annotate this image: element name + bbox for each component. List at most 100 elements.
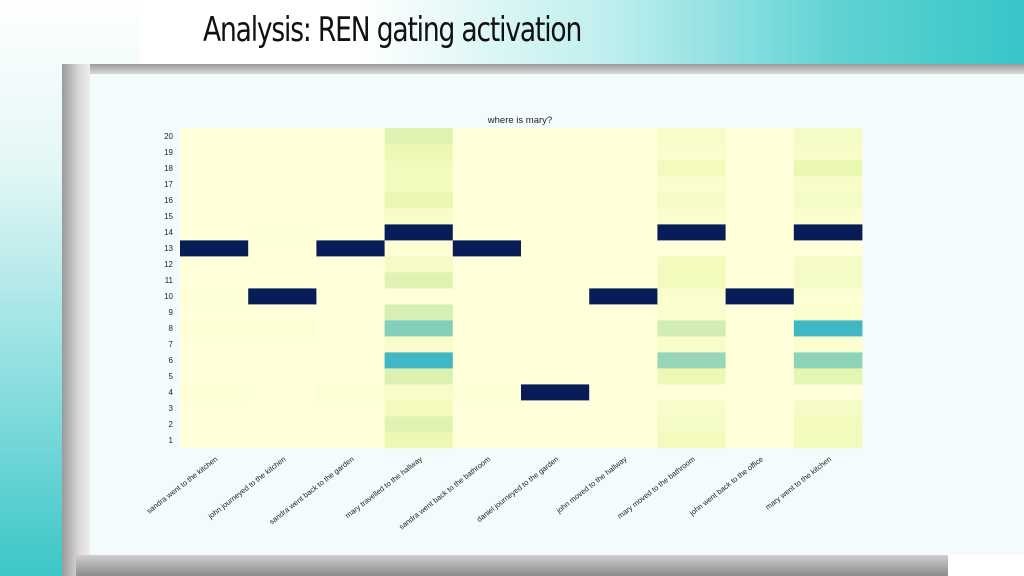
- heatmap-cell-r6-c7: [589, 352, 658, 369]
- heatmap-cell-r17-c8: [657, 176, 726, 193]
- heatmap-cell-r4-c8: [657, 384, 726, 401]
- heatmap-cell-r17-c6: [521, 176, 590, 193]
- heatmap-cell-r14-c1: [180, 224, 249, 241]
- heatmap-cell-r12-c5: [452, 256, 522, 273]
- heatmap-cell-r1-c3: [316, 432, 385, 449]
- heatmap-cell-r17-c2: [248, 176, 317, 193]
- heatmap-cell-r9-c4: [384, 304, 454, 321]
- heatmap-cell-r12-c1: [180, 256, 249, 273]
- heatmap-cell-r14-c3: [316, 224, 385, 241]
- heatmap-cell-r15-c1: [180, 208, 249, 225]
- heatmap-cell-r18-c1: [180, 160, 249, 177]
- heatmap-cell-r15-c2: [248, 208, 317, 225]
- heatmap-cell-r18-c3: [316, 160, 385, 177]
- heatmap-cell-r15-c6: [521, 208, 590, 225]
- heatmap-cell-r11-c5: [452, 272, 522, 289]
- heatmap-cell-r2-c4: [384, 416, 454, 433]
- heatmap-cell-r10-c1: [180, 288, 249, 305]
- heatmap-cell-r20-c1: [180, 128, 249, 145]
- heatmap-cell-r19-c9: [725, 144, 795, 161]
- heatmap-cell-r3-c7: [589, 400, 658, 417]
- heatmap-cell-r10-c7: [589, 288, 658, 305]
- heatmap-cell-r9-c5: [452, 304, 522, 321]
- heatmap-cell-r3-c6: [521, 400, 590, 417]
- heatmap-cell-r10-c4: [384, 288, 454, 305]
- background-top-gradient: [0, 0, 1024, 66]
- heatmap-cell-r17-c7: [589, 176, 658, 193]
- heatmap-cell-r2-c6: [521, 416, 590, 433]
- y-tick-label: 15: [164, 212, 173, 221]
- heatmap-cell-r17-c4: [384, 176, 454, 193]
- heatmap-cell-r5-c8: [657, 368, 726, 385]
- heatmap-cell-r16-c2: [248, 192, 317, 209]
- heatmap-cell-r1-c1: [180, 432, 249, 449]
- heatmap-cell-r20-c10: [793, 128, 863, 145]
- heatmap-cell-r14-c2: [248, 224, 317, 241]
- heatmap-cell-r4-c3: [316, 384, 385, 401]
- heatmap-cell-r2-c1: [180, 416, 249, 433]
- heatmap-cell-r9-c10: [793, 304, 863, 321]
- heatmap-cell-r20-c3: [316, 128, 385, 145]
- heatmap-cell-r3-c4: [384, 400, 454, 417]
- heatmap-cell-r2-c3: [316, 416, 385, 433]
- heatmap-cell-r16-c4: [384, 192, 454, 209]
- y-tick-label: 2: [169, 420, 174, 429]
- heatmap-cell-r3-c8: [657, 400, 726, 417]
- heatmap-cell-r7-c7: [589, 336, 658, 353]
- heatmap-cell-r20-c6: [521, 128, 590, 145]
- heatmap-cell-r16-c10: [793, 192, 863, 209]
- y-tick-label: 6: [169, 356, 174, 365]
- heatmap-cell-r1-c5: [452, 432, 522, 449]
- heatmap-cell-r8-c2: [248, 320, 317, 337]
- heatmap-cell-r6-c10: [793, 352, 863, 369]
- heatmap-cell-r7-c4: [384, 336, 454, 353]
- y-tick-label: 19: [164, 148, 173, 157]
- heatmap-cell-r19-c7: [589, 144, 658, 161]
- heatmap-cell-r8-c1: [180, 320, 249, 337]
- heatmap-cell-r4-c9: [725, 384, 795, 401]
- heatmap-chart: where is mary? 1234567891011121314151617…: [145, 115, 863, 531]
- frame-top-border: [76, 64, 1024, 74]
- x-tick-label: john went back to the office: [687, 454, 765, 518]
- heatmap-cell-r18-c4: [384, 160, 454, 177]
- x-tick-label: john moved to the hallway: [554, 454, 629, 515]
- heatmap-cell-r20-c2: [248, 128, 317, 145]
- heatmap-cell-r3-c5: [452, 400, 522, 417]
- heatmap-cell-r9-c2: [248, 304, 317, 321]
- heatmap-cell-r3-c9: [725, 400, 795, 417]
- heatmap-cell-r13-c2: [248, 240, 317, 257]
- y-tick-label: 18: [164, 164, 173, 173]
- heatmap-cell-r2-c5: [452, 416, 522, 433]
- heatmap-cell-r13-c4: [384, 240, 454, 257]
- x-tick-label: john journeyed to the kitchen: [206, 454, 288, 521]
- heatmap-cell-r3-c10: [793, 400, 863, 417]
- heatmap-cell-r14-c4: [384, 224, 454, 241]
- heatmap-cell-r4-c7: [589, 384, 658, 401]
- heatmap-cell-r16-c7: [589, 192, 658, 209]
- heatmap-cell-r9-c9: [725, 304, 795, 321]
- heatmap-cell-r19-c8: [657, 144, 726, 161]
- y-tick-label: 16: [164, 196, 173, 205]
- heatmap-cell-r12-c6: [521, 256, 590, 273]
- heatmap-cell-r7-c10: [793, 336, 863, 353]
- heatmap-cell-r11-c10: [793, 272, 863, 289]
- heatmap-cell-r9-c6: [521, 304, 590, 321]
- heatmap-cell-r13-c10: [793, 240, 863, 257]
- heatmap-cell-r11-c8: [657, 272, 726, 289]
- heatmap-cell-r5-c5: [452, 368, 522, 385]
- heatmap-cell-r13-c1: [180, 240, 249, 257]
- heatmap-cell-r5-c9: [725, 368, 795, 385]
- heatmap-cell-r19-c6: [521, 144, 590, 161]
- heatmap-cell-r10-c8: [657, 288, 726, 305]
- heatmap-cell-r10-c5: [452, 288, 522, 305]
- heatmap-cell-r8-c6: [521, 320, 590, 337]
- heatmap-cell-r15-c8: [657, 208, 726, 225]
- heatmap-cell-r14-c9: [725, 224, 795, 241]
- heatmap-cell-r2-c7: [589, 416, 658, 433]
- heatmap-cell-r11-c2: [248, 272, 317, 289]
- heatmap-cell-r8-c4: [384, 320, 454, 337]
- heatmap-cell-r6-c3: [316, 352, 385, 369]
- heatmap-cell-r19-c10: [793, 144, 863, 161]
- heatmap-cell-r6-c4: [384, 352, 454, 369]
